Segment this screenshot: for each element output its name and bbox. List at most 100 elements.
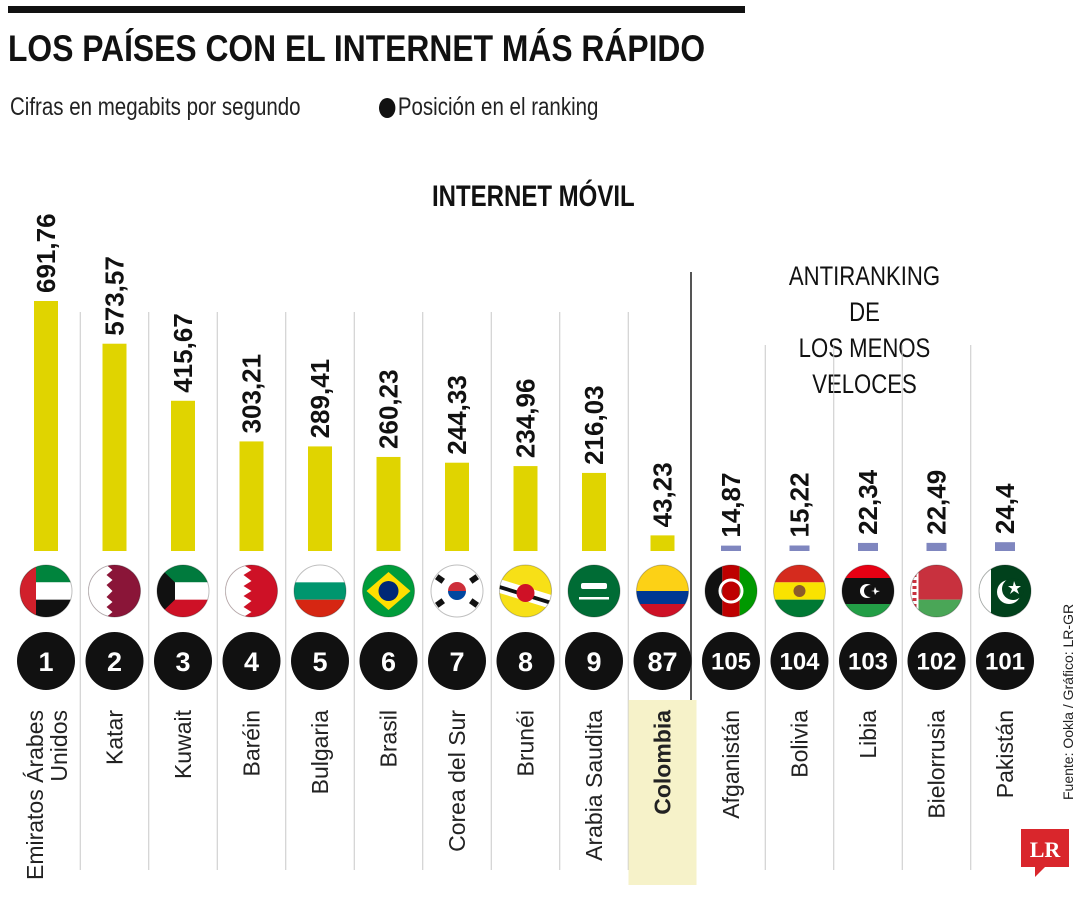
bolivia-flag-icon: [773, 564, 826, 618]
country-name: Brasil: [376, 710, 402, 768]
section-title: INTERNET MÓVIL: [432, 180, 635, 213]
rank-label: 103: [848, 649, 888, 676]
bar-colombia: [650, 535, 675, 551]
rank-circle: [976, 632, 1034, 690]
bar-kuwait: [171, 400, 195, 551]
country-name: Pakistán: [992, 710, 1018, 798]
legend: Posición en el ranking: [379, 93, 598, 122]
units-subtitle: Cifras en megabits por segundo: [10, 93, 301, 121]
value-label: 22,34: [853, 469, 883, 535]
value-label: 234,96: [511, 379, 541, 459]
value-label: 415,67: [168, 313, 198, 393]
rank-label: 6: [381, 647, 396, 677]
bar-brazil: [376, 456, 401, 551]
source-note: Fuente: Ookla / Gráfico: LR-GR: [1060, 603, 1076, 800]
rank-label: 5: [312, 647, 327, 677]
country-name: Bolivia: [787, 710, 813, 778]
rank-circle: [154, 632, 212, 690]
uae-flag-icon: [19, 564, 73, 618]
rank-label: 101: [985, 649, 1025, 676]
value-label: 216,03: [579, 385, 609, 465]
country-name: Bielorrusia: [924, 710, 950, 819]
group-divider: [690, 272, 692, 862]
country-name: Baréin: [239, 710, 265, 776]
rank-label: 9: [586, 647, 601, 677]
country-name: Bulgaria: [307, 710, 333, 795]
value-label: 14,87: [716, 473, 746, 538]
value-label: 15,22: [785, 472, 815, 537]
rank-dot-icon: [379, 97, 396, 118]
rank-circle: [907, 632, 966, 690]
brazil-flag-icon: [362, 564, 415, 618]
rank-label: 3: [175, 647, 190, 677]
country-name: Colombia: [650, 710, 676, 815]
country-name: Afganistán: [718, 710, 744, 819]
rank-circle: [17, 632, 75, 690]
country-name: Kuwait: [170, 709, 196, 779]
country-name: Corea del Sur: [444, 710, 470, 852]
rank-circle: [222, 632, 281, 690]
value-label: 303,21: [237, 354, 267, 434]
rank-label: 87: [647, 647, 677, 677]
saudi-arabia-flag-icon: [567, 564, 621, 618]
pakistan-flag-icon: [978, 564, 1032, 618]
value-label: 244,33: [442, 375, 472, 455]
bahrain-flag-icon: [225, 564, 278, 618]
rank-label: 8: [518, 647, 533, 677]
page-title: LOS PAÍSES CON EL INTERNET MÁS RÁPIDO: [8, 28, 706, 69]
bar-bulgaria: [308, 446, 332, 551]
lr-logo: LR: [1021, 829, 1069, 877]
rank-label: 4: [244, 647, 259, 677]
brunei-flag-icon: [499, 564, 552, 618]
kuwait-flag-icon: [156, 564, 210, 618]
belarus-flag-icon: [910, 564, 963, 618]
value-label: 22,49: [922, 470, 952, 535]
bar-pakistan: [995, 542, 1015, 551]
bar-qatar: [102, 343, 127, 551]
bar-belarus: [926, 542, 947, 551]
bar-bolivia: [789, 545, 810, 551]
country-name: Unidos: [46, 710, 72, 782]
rank-label: 7: [449, 647, 464, 677]
value-label: 573,57: [100, 256, 130, 336]
rank-circle: [839, 632, 897, 690]
rank-label: 1: [38, 647, 53, 677]
libya-flag-icon: [841, 564, 895, 618]
bar-uae: [34, 301, 58, 551]
rank-label: 102: [916, 649, 956, 676]
south-korea-flag-icon: [430, 564, 484, 618]
logo-text: LR: [1030, 837, 1062, 862]
country-name: Katar: [102, 710, 128, 765]
bar-brunei: [513, 466, 538, 551]
country-name: Arabia Saudita: [581, 710, 607, 861]
afghanistan-flag-icon: [704, 564, 758, 618]
bar-saudi-arabia: [582, 472, 606, 551]
rank-circle: [702, 632, 760, 690]
highlight-cell: [628, 700, 697, 885]
country-name: Brunéi: [513, 710, 539, 776]
rank-circle: [565, 632, 623, 690]
qatar-flag-icon: [88, 564, 141, 618]
value-label: 24,4: [990, 483, 1020, 534]
rank-circle: [291, 632, 349, 690]
rank-circle: [633, 632, 692, 690]
rank-circle: [770, 632, 829, 690]
value-label: 289,41: [305, 359, 335, 439]
bulgaria-flag-icon: [293, 564, 347, 618]
bar-bahrain: [239, 441, 264, 551]
rank-circle: [359, 632, 418, 690]
bar-afghanistan: [721, 545, 741, 551]
rank-circle: [428, 632, 486, 690]
value-label: 691,76: [31, 213, 61, 293]
colombia-flag-icon: [636, 564, 689, 618]
legend-label: Posición en el ranking: [397, 93, 599, 121]
rank-label: 104: [779, 649, 820, 676]
antiranking-title: ANTIRANKING DE LOS MENOS VELOCES: [788, 261, 941, 399]
top-rule: [8, 6, 745, 13]
rank-label: 2: [107, 647, 122, 677]
bar-libya: [858, 542, 878, 551]
bar-south-korea: [445, 462, 469, 551]
value-label: 260,23: [374, 369, 404, 449]
country-name: Emiratos Árabes: [22, 710, 48, 880]
